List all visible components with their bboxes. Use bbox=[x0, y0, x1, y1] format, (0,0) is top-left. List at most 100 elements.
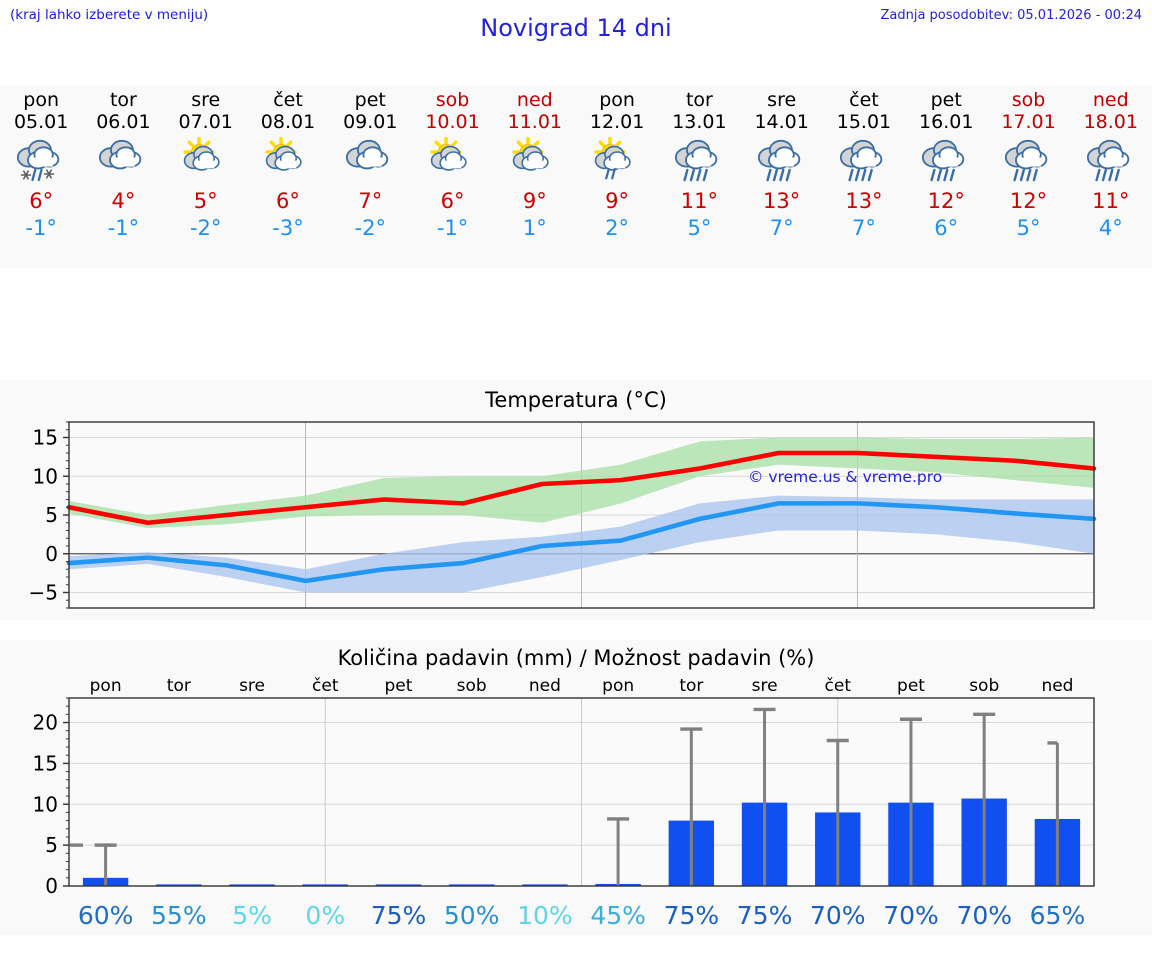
day-date-label: 13.01 bbox=[672, 111, 727, 133]
day-column[interactable]: čet 08.01 6° -3° bbox=[247, 85, 329, 268]
day-name-label: čet bbox=[849, 89, 879, 111]
sun-cloud-icon bbox=[175, 137, 237, 185]
sun-cloud-icon bbox=[422, 137, 484, 185]
day-name-label: tor bbox=[685, 89, 713, 111]
day-column[interactable]: sob 17.01 12° 5° bbox=[987, 85, 1069, 268]
day-column[interactable]: tor 13.01 11° 5° bbox=[658, 85, 740, 268]
cloudy-icon bbox=[339, 137, 401, 185]
day-max-temperature: 9° bbox=[605, 189, 630, 213]
day-min-temperature: -1° bbox=[107, 216, 140, 240]
day-column[interactable]: pon 12.01 9° 2° bbox=[576, 85, 658, 268]
day-min-temperature: 4° bbox=[1098, 216, 1123, 240]
day-date-label: 11.01 bbox=[507, 111, 563, 133]
day-date-label: 06.01 bbox=[96, 111, 151, 133]
day-max-temperature: 11° bbox=[1092, 189, 1130, 213]
day-column[interactable]: pet 09.01 7° -2° bbox=[329, 85, 411, 268]
precip-day-label: čet bbox=[312, 676, 339, 696]
day-max-temperature: 9° bbox=[522, 189, 547, 213]
day-date-label: 10.01 bbox=[425, 111, 480, 133]
precip-probability-label: 70% bbox=[883, 901, 939, 930]
cloud-rain-icon bbox=[1080, 137, 1142, 185]
day-max-temperature: 6° bbox=[29, 189, 54, 213]
precip-probability-label: 75% bbox=[663, 901, 720, 930]
day-date-label: 15.01 bbox=[836, 111, 892, 133]
precip-day-label: tor bbox=[679, 676, 704, 696]
precip-day-label: pet bbox=[384, 676, 413, 696]
day-column[interactable]: ned 11.01 9° 1° bbox=[494, 85, 576, 268]
sun-cloud-rain-icon bbox=[586, 137, 648, 185]
svg-text:20: 20 bbox=[33, 711, 58, 735]
precip-day-label: pet bbox=[897, 676, 925, 696]
precip-probability-label: 60% bbox=[77, 901, 134, 930]
cloud-rain-snow-icon bbox=[10, 137, 72, 185]
day-max-temperature: 6° bbox=[276, 189, 300, 213]
svg-text:10: 10 bbox=[33, 792, 58, 816]
day-name-label: pet bbox=[930, 89, 962, 111]
precip-probability-label: 65% bbox=[1029, 901, 1086, 930]
precip-day-label: ned bbox=[1041, 676, 1074, 696]
sun-cloud-icon bbox=[257, 137, 319, 185]
precip-probability-label: 10% bbox=[517, 901, 573, 930]
day-date-label: 17.01 bbox=[1001, 111, 1056, 133]
precipitation-chart-title: Količina padavin (mm) / Možnost padavin … bbox=[337, 646, 815, 670]
precip-probability-label: 70% bbox=[956, 901, 1013, 930]
precip-probability-label: 70% bbox=[810, 901, 866, 930]
precipitation-day-labels: pon tor sre čet pet sob ned pon tor sre čet pet sob n… bbox=[69, 674, 1094, 698]
svg-text:0: 0 bbox=[45, 874, 58, 898]
precipitation-probability-labels: 60% 55% 5% 0% 75% 50% 10% 45% 75% 75% 70% 70% 70% 65% bbox=[69, 899, 1094, 933]
day-date-label: 12.01 bbox=[589, 111, 645, 133]
day-min-temperature: 7° bbox=[769, 216, 794, 240]
day-min-temperature: 2° bbox=[605, 216, 630, 240]
precip-probability-label: 0% bbox=[305, 901, 346, 930]
svg-text:0: 0 bbox=[45, 542, 58, 566]
cloud-rain-icon bbox=[998, 137, 1060, 185]
precip-probability-label: 75% bbox=[370, 901, 427, 930]
day-max-temperature: 4° bbox=[111, 189, 136, 213]
precip-day-label: čet bbox=[824, 676, 852, 696]
precip-probability-label: 55% bbox=[151, 901, 207, 930]
day-min-temperature: -1° bbox=[436, 216, 469, 240]
day-name-label: pet bbox=[354, 89, 386, 111]
day-column[interactable]: sob 10.01 6° -1° bbox=[411, 85, 493, 268]
day-column[interactable]: ned 18.01 11° 4° bbox=[1070, 85, 1152, 268]
day-min-temperature: 5° bbox=[1016, 216, 1041, 240]
cloud-rain-icon bbox=[668, 137, 730, 185]
cloud-rain-icon bbox=[915, 137, 977, 185]
day-min-temperature: 6° bbox=[934, 216, 959, 240]
day-column[interactable]: tor 06.01 4° -1° bbox=[82, 85, 164, 268]
day-name-label: pon bbox=[23, 89, 59, 111]
copyright-watermark: © vreme.us & vreme.pro bbox=[748, 468, 943, 486]
precip-probability-label: 50% bbox=[443, 901, 500, 930]
day-max-temperature: 7° bbox=[358, 189, 383, 213]
day-max-temperature: 5° bbox=[193, 189, 218, 213]
day-min-temperature: -3° bbox=[272, 216, 304, 240]
precip-day-label: sre bbox=[239, 676, 266, 696]
precip-day-label: sre bbox=[751, 676, 778, 696]
precip-day-label: ned bbox=[528, 676, 561, 696]
day-min-temperature: -2° bbox=[189, 216, 222, 240]
day-column[interactable]: čet 15.01 13° 7° bbox=[823, 85, 905, 268]
day-name-label: ned bbox=[516, 89, 553, 111]
daily-forecast-strip: pon 05.01 6° -1° tor 06.01 4° -1° sre 07.01 5° -2° č… bbox=[0, 85, 1152, 268]
day-date-label: 08.01 bbox=[260, 111, 316, 133]
page-title: Novigrad 14 dni bbox=[480, 14, 672, 42]
day-column[interactable]: pet 16.01 12° 6° bbox=[905, 85, 987, 268]
day-date-label: 07.01 bbox=[178, 111, 233, 133]
day-name-label: sob bbox=[435, 89, 470, 111]
precip-day-label: pon bbox=[602, 676, 635, 696]
day-min-temperature: 1° bbox=[522, 216, 547, 240]
svg-text:−5: −5 bbox=[29, 581, 58, 605]
precip-probability-label: 75% bbox=[736, 901, 793, 930]
day-max-temperature: 11° bbox=[680, 189, 718, 213]
day-column[interactable]: pon 05.01 6° -1° bbox=[0, 85, 82, 268]
menu-hint-link[interactable]: (kraj lahko izberete v meniju) bbox=[10, 7, 209, 23]
day-column[interactable]: sre 07.01 5° -2° bbox=[165, 85, 247, 268]
temperature-chart-title: Temperatura (°C) bbox=[485, 388, 667, 412]
day-column[interactable]: sre 14.01 13° 7° bbox=[741, 85, 823, 268]
day-min-temperature: -2° bbox=[354, 216, 386, 240]
cloudy-icon bbox=[92, 137, 154, 185]
day-max-temperature: 6° bbox=[440, 189, 465, 213]
precipitation-chart: 0 5 10 15 20 bbox=[0, 640, 1152, 935]
day-name-label: tor bbox=[109, 89, 137, 111]
